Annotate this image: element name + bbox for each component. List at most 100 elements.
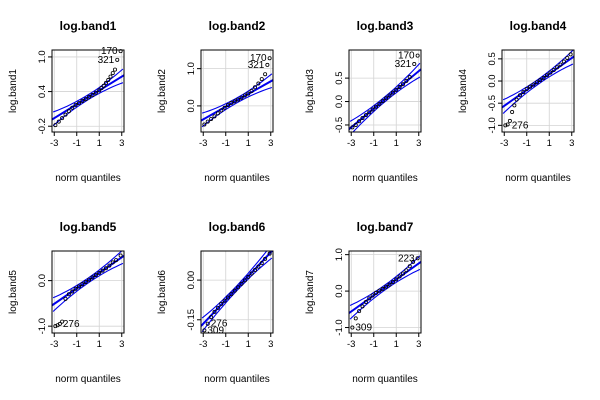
data-point xyxy=(107,263,112,268)
data-point xyxy=(87,94,92,99)
data-point xyxy=(360,115,365,120)
x-tick-label: -3 xyxy=(199,138,207,149)
data-point xyxy=(56,119,61,124)
x-tick-label: 1 xyxy=(394,138,399,149)
qq-panel-2: -3 -1 1 3 0.0 1.0 log.band2 norm quantiles log.b… xyxy=(157,19,274,184)
data-point xyxy=(229,100,234,105)
data-point xyxy=(267,56,272,61)
data-point xyxy=(252,268,257,273)
x-tick-label: 3 xyxy=(119,138,124,149)
data-point xyxy=(384,284,389,289)
data-point xyxy=(524,87,529,92)
plot-frame xyxy=(51,250,125,334)
data-point xyxy=(60,116,65,121)
plot-frame xyxy=(51,49,125,133)
data-point xyxy=(202,122,207,127)
data-point xyxy=(353,316,358,321)
data-point xyxy=(263,72,268,77)
data-point xyxy=(232,99,237,104)
qq-panel-7: -3 -1 1 3 -1.0 0.0 1.0 log.band7 norm quantiles l… xyxy=(305,220,422,385)
data-point xyxy=(415,256,420,261)
data-point xyxy=(110,71,115,76)
data-point xyxy=(380,99,385,104)
data-point xyxy=(377,288,382,293)
data-point xyxy=(222,298,227,303)
data-point xyxy=(202,328,207,333)
data-point xyxy=(357,119,362,124)
data-point xyxy=(538,78,543,83)
data-point xyxy=(63,112,68,117)
data-point xyxy=(66,109,71,114)
data-point xyxy=(83,279,88,284)
plot-frame xyxy=(348,49,422,133)
panel-title: log.band7 xyxy=(357,220,414,234)
x-axis-label: norm quantiles xyxy=(505,173,571,184)
envelope-upper xyxy=(349,62,421,122)
data-point xyxy=(77,101,82,106)
data-point xyxy=(70,289,75,294)
data-point xyxy=(507,118,512,123)
data-point xyxy=(265,62,270,67)
plot-frame xyxy=(501,49,575,133)
data-point xyxy=(53,123,58,128)
data-point xyxy=(373,104,378,109)
data-point xyxy=(118,253,123,258)
data-point xyxy=(252,85,257,90)
x-tick-label: 3 xyxy=(416,138,421,149)
data-point xyxy=(239,281,244,286)
x-tick-label: -1 xyxy=(222,138,230,149)
data-point xyxy=(373,290,378,295)
data-point xyxy=(97,270,102,275)
data-point xyxy=(505,122,510,127)
qq-panel-5: -3 -1 1 3 -1.0 0.0 log.band5 norm quantiles log.… xyxy=(8,220,125,385)
panel-title: log.band1 xyxy=(60,19,117,33)
data-point xyxy=(236,97,241,102)
y-tick-label: -1.0 xyxy=(334,319,345,335)
data-point xyxy=(249,271,254,276)
y-tick-label: -0.5 xyxy=(334,117,345,133)
outlier-label: 276 xyxy=(211,319,228,330)
x-tick-label: -1 xyxy=(73,339,81,350)
data-point xyxy=(353,122,358,127)
x-tick-label: -3 xyxy=(50,138,58,149)
qq-panel-3: -3 -1 1 3 -0.5 0.0 0.5 log.band3 norm quantiles l… xyxy=(305,19,422,184)
envelope-upper xyxy=(201,251,268,319)
data-point xyxy=(90,93,95,98)
data-point xyxy=(350,125,355,130)
x-axis-label: norm quantiles xyxy=(352,173,418,184)
data-point xyxy=(551,67,556,72)
data-point xyxy=(360,304,365,309)
data-point xyxy=(561,59,566,64)
x-axis-label: norm quantiles xyxy=(55,173,121,184)
y-tick-label: -0.2 xyxy=(37,118,48,134)
data-point xyxy=(259,261,264,266)
data-point xyxy=(57,321,62,326)
data-point xyxy=(242,93,247,98)
data-point xyxy=(60,319,65,324)
x-tick-label: -3 xyxy=(347,339,355,350)
data-point xyxy=(63,296,68,301)
y-tick-label: 0.5 xyxy=(487,52,498,65)
data-point xyxy=(239,95,244,100)
x-tick-label: -1 xyxy=(370,138,378,149)
data-point xyxy=(541,75,546,80)
data-point xyxy=(256,81,261,86)
data-point xyxy=(367,110,372,115)
data-point xyxy=(411,259,416,264)
data-point xyxy=(83,97,88,102)
x-tick-label: -1 xyxy=(370,339,378,350)
data-point xyxy=(387,93,392,98)
data-point xyxy=(212,309,217,314)
panel-title: log.band4 xyxy=(510,19,567,33)
outlier-label: 170 xyxy=(250,53,267,64)
data-point xyxy=(93,273,98,278)
data-point xyxy=(407,264,412,269)
x-tick-label: 1 xyxy=(97,138,102,149)
data-point xyxy=(357,309,362,314)
y-tick-label: -1.0 xyxy=(487,117,498,133)
data-point xyxy=(565,55,570,60)
envelope-lower xyxy=(52,262,124,312)
data-point xyxy=(73,286,78,291)
data-point xyxy=(363,300,368,305)
x-tick-label: 1 xyxy=(97,339,102,350)
